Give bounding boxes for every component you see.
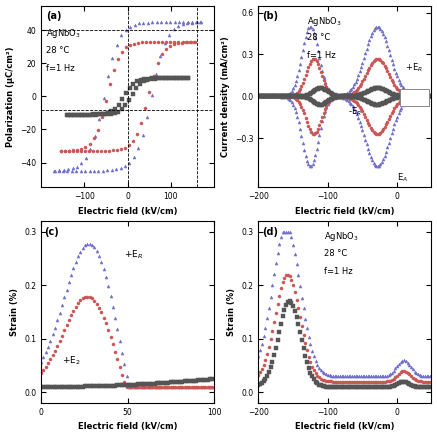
Y-axis label: Current density (mA/cm²): Current density (mA/cm²)	[221, 36, 229, 157]
Y-axis label: Strain (%): Strain (%)	[10, 288, 18, 336]
X-axis label: Electric field (kV/cm): Electric field (kV/cm)	[295, 207, 395, 216]
Text: +E$_R$: +E$_R$	[406, 62, 423, 74]
Text: (d): (d)	[262, 227, 278, 237]
Text: 28 °C: 28 °C	[46, 45, 69, 55]
Text: f=1 Hz: f=1 Hz	[46, 64, 75, 73]
Bar	[400, 90, 430, 106]
X-axis label: Electric field (kV/cm): Electric field (kV/cm)	[78, 207, 177, 216]
X-axis label: Electric field (kV/cm): Electric field (kV/cm)	[295, 423, 395, 431]
Text: AgNbO$_3$: AgNbO$_3$	[46, 28, 81, 40]
Text: 28 °C: 28 °C	[324, 249, 347, 257]
Text: 28 °C: 28 °C	[307, 33, 330, 42]
Y-axis label: Strain (%): Strain (%)	[227, 288, 236, 336]
Text: (c): (c)	[45, 227, 59, 237]
Text: f=1 Hz: f=1 Hz	[324, 267, 353, 276]
Text: AgNbO$_3$: AgNbO$_3$	[307, 15, 341, 28]
Y-axis label: Polarization (μC/cm²): Polarization (μC/cm²)	[6, 46, 14, 147]
Text: AgNbO$_3$: AgNbO$_3$	[324, 230, 359, 243]
Text: E$_A$: E$_A$	[397, 171, 408, 184]
Text: +E$_2$: +E$_2$	[62, 354, 80, 367]
Text: (b): (b)	[262, 11, 278, 21]
Text: f=1 Hz: f=1 Hz	[307, 51, 336, 60]
Text: -E$_R$: -E$_R$	[348, 106, 362, 118]
Text: (a): (a)	[46, 11, 62, 21]
Text: +E$_R$: +E$_R$	[124, 249, 143, 261]
X-axis label: Electric field (kV/cm): Electric field (kV/cm)	[78, 423, 177, 431]
